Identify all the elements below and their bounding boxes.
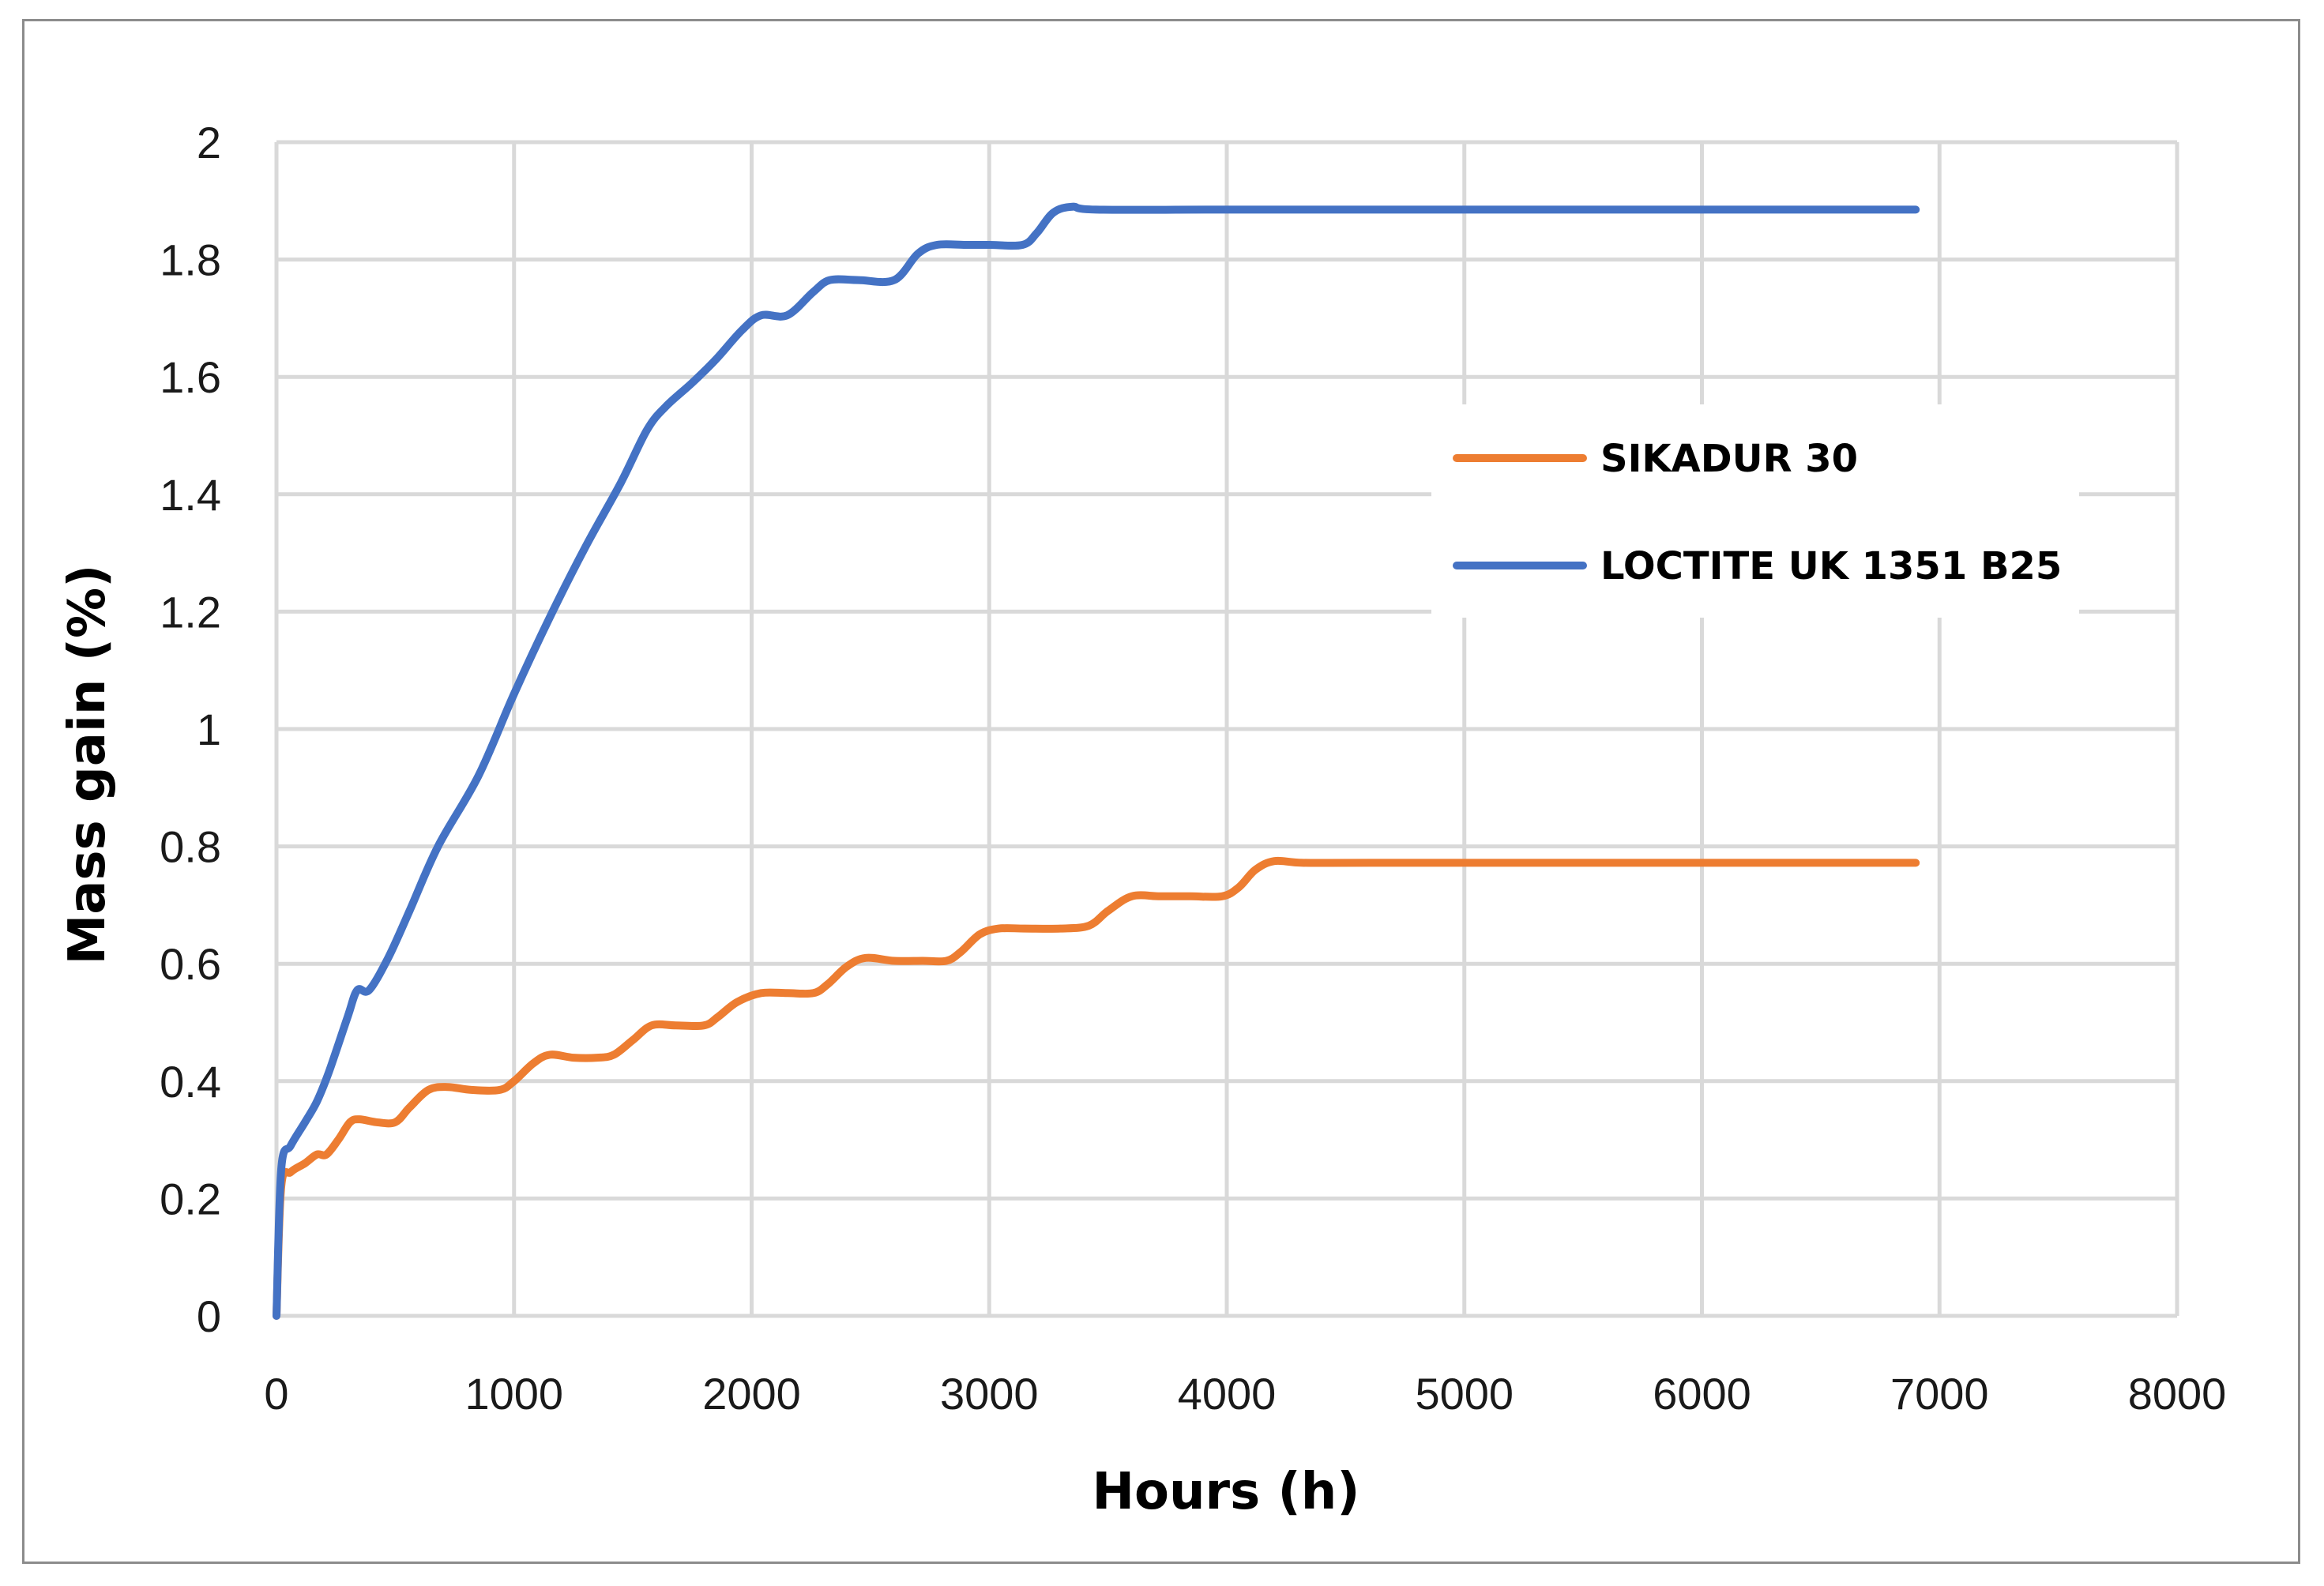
y-tick-label: 0: [197, 1291, 221, 1341]
y-tick-label: 1: [197, 705, 221, 754]
x-tick-labels: 0 1000 2000 3000 4000 5000 6000 7000 8000: [264, 1369, 2226, 1419]
x-tick-label: 0: [264, 1369, 288, 1419]
y-tick-label: 1.4: [160, 470, 221, 520]
y-tick-label: 0.2: [160, 1174, 221, 1223]
x-tick-label: 6000: [1653, 1369, 1751, 1419]
chart-frame: [22, 19, 2300, 1564]
legend: SIKADUR 30 LOCTITE UK 1351 B25: [1453, 437, 2062, 588]
gridlines: [274, 140, 2179, 1318]
legend-label: SIKADUR 30: [1600, 437, 1858, 481]
x-tick-label: 8000: [2128, 1369, 2227, 1419]
series-lines: [273, 202, 1920, 1320]
y-tick-label: 0.4: [160, 1057, 221, 1107]
y-tick-label: 1.6: [160, 352, 221, 402]
x-tick-label: 5000: [1415, 1369, 1514, 1419]
x-tick-label: 1000: [464, 1369, 563, 1419]
y-tick-label: 2: [197, 118, 221, 167]
y-tick-label: 1.8: [160, 235, 221, 285]
y-tick-label: 0.8: [160, 822, 221, 872]
series-line-sikadur-30: [273, 856, 1920, 1320]
y-tick-label: 0.6: [160, 939, 221, 989]
x-tick-label: 7000: [1890, 1369, 1989, 1419]
x-tick-label: 4000: [1178, 1369, 1277, 1419]
legend-background: [1431, 404, 2079, 618]
x-tick-label: 3000: [940, 1369, 1039, 1419]
x-axis-title: Hours (h): [1092, 1463, 1359, 1521]
x-tick-label: 2000: [702, 1369, 801, 1419]
series-line-loctite-uk-1351-b25: [273, 202, 1920, 1320]
legend-label: LOCTITE UK 1351 B25: [1600, 544, 2062, 588]
y-axis-title: Mass gain (%): [58, 565, 117, 965]
y-tick-labels: 0 0.2 0.4 0.6 0.8 1 1.2 1.4 1.6 1.8 2: [160, 118, 221, 1341]
y-tick-label: 1.2: [160, 587, 221, 637]
